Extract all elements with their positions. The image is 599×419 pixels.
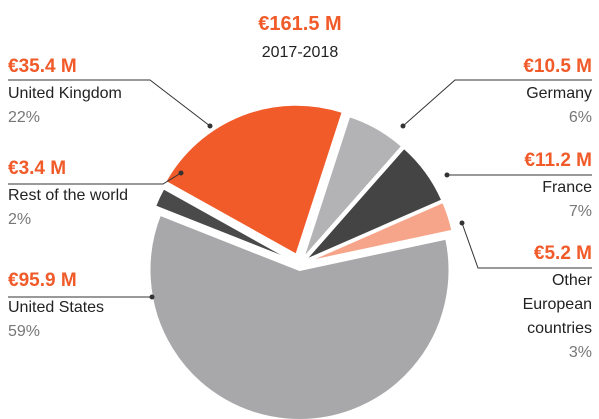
value-label: €5.2 M [534,243,592,264]
chart-title: €161.5 M [258,13,341,35]
pie-slice [302,114,404,260]
share-label: 7% [569,203,592,220]
pie-slice [148,213,451,419]
value-label: €3.4 M [8,158,66,179]
value-label: €10.5 M [523,56,592,77]
share-label: 59% [8,323,40,340]
category-label: Rest of the world [8,187,128,204]
share-label: 2% [8,211,31,228]
leader-line [461,222,592,269]
category-label: Other European countries [523,272,593,337]
leader-line [8,172,182,185]
leader-line [402,79,592,127]
category-label: Germany [526,85,592,102]
leader-dot [444,172,450,178]
value-label: €35.4 M [8,56,77,77]
chart-subtitle: 2017-2018 [262,44,339,61]
category-label: United States [8,299,104,316]
category-label: France [542,179,592,196]
value-label: €11.2 M [524,150,592,171]
category-label: United Kingdom [8,85,122,102]
leader-dot [400,123,406,129]
leader-line [8,79,211,127]
leader-dot [178,170,184,176]
leader-dot [149,294,155,300]
pie-slice [163,103,344,257]
share-label: 6% [569,109,592,126]
value-label: €95.9 M [8,270,77,291]
leader-dot [207,123,213,129]
share-label: 22% [8,109,40,126]
leader-dot [459,220,465,226]
share-label: 3% [569,344,592,361]
pie-slice [304,146,444,262]
pie-slice [153,187,296,263]
pie-slice [305,200,454,264]
